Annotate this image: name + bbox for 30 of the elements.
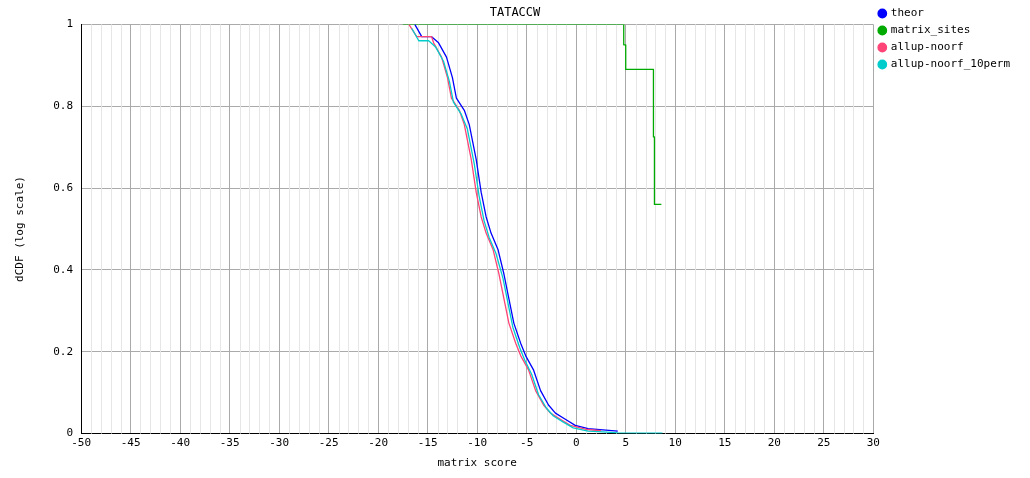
x-tick-label: 5 <box>622 436 630 450</box>
legend-label: matrix_sites <box>890 23 971 37</box>
x-tick-label: 10 <box>668 436 682 450</box>
y-tick-label: 0.8 <box>53 99 74 113</box>
y-tick-label: 0 <box>66 426 74 440</box>
x-tick-label: -30 <box>269 436 290 450</box>
legend-label: theor <box>890 6 925 20</box>
x-tick-label: -35 <box>219 436 240 450</box>
x-tick-label: -5 <box>520 436 534 450</box>
y-tick-label: 0.4 <box>53 262 74 276</box>
y-tick-label: 0.6 <box>53 180 74 194</box>
x-tick-label: 0 <box>572 436 580 450</box>
x-tick-label: -40 <box>170 436 191 450</box>
x-tick-label: 30 <box>866 436 880 450</box>
legend-label: allup-noorf <box>890 40 964 54</box>
x-tick-label: -20 <box>368 436 389 450</box>
x-tick-label: -15 <box>417 436 438 450</box>
y-axis-title: dCDF (log scale) <box>13 176 27 282</box>
legend-label: allup-noorf_10perm <box>890 57 1011 71</box>
y-tick-label: 1 <box>66 17 74 31</box>
x-tick-label: -50 <box>71 436 92 450</box>
x-tick-label: -10 <box>467 436 488 450</box>
y-tick-label: 0.2 <box>53 344 74 358</box>
x-tick-label: 20 <box>767 436 781 450</box>
x-tick-label: -25 <box>318 436 339 450</box>
x-tick-label: 15 <box>718 436 732 450</box>
x-tick-label: -45 <box>120 436 141 450</box>
x-axis-title: matrix score <box>437 456 517 470</box>
x-tick-label: 25 <box>817 436 831 450</box>
chart-title: TATACCW <box>489 5 542 20</box>
